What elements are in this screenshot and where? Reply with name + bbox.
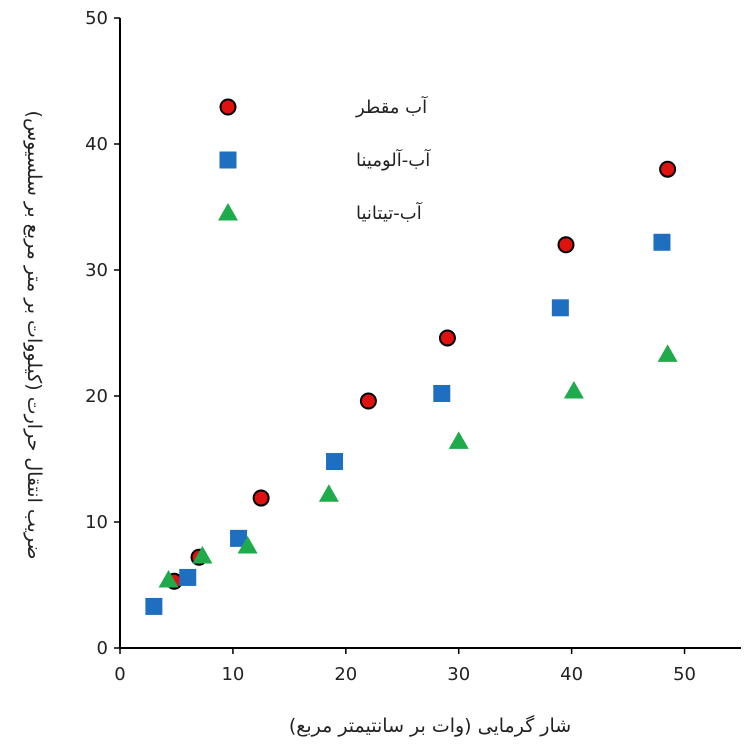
legend-label: آب-تیتانیا [356, 201, 423, 224]
x-tick-label: 50 [673, 664, 696, 685]
y-axis-title: ضریب انتقال حرارت (کیلووات بر متر مربع ب… [23, 111, 45, 560]
data-point [158, 569, 179, 588]
legend-marker [219, 151, 237, 169]
axes [114, 17, 741, 654]
data-point [659, 160, 677, 178]
data-point [179, 568, 197, 586]
legend-marker [218, 203, 238, 221]
legend-item: آب-آلومینا [219, 148, 431, 171]
series-squares [145, 233, 671, 615]
data-point [563, 380, 584, 399]
data-point [192, 546, 213, 564]
y-tick-label: 0 [97, 638, 108, 659]
data-point [230, 529, 248, 547]
x-tick-label: 20 [334, 664, 357, 685]
y-tick-label: 10 [85, 512, 108, 533]
data-marks [145, 160, 678, 615]
x-tick-label: 10 [221, 664, 244, 685]
legend-item: آب مقطر [219, 95, 428, 118]
data-point [433, 384, 451, 402]
data-point [653, 233, 671, 251]
data-point [326, 453, 344, 471]
legend: آب مقطر آب-آلومینا آب-تیتانیا [218, 95, 431, 224]
legend-marker [219, 98, 237, 116]
tick-labels: 0 10 20 30 40 50 0 10 20 30 40 50 [85, 8, 696, 685]
data-point [359, 392, 377, 410]
legend-item: آب-تیتانیا [218, 201, 423, 224]
legend-label: آب-آلومینا [356, 148, 431, 171]
data-point [252, 489, 270, 507]
data-point [438, 329, 456, 347]
data-point [448, 431, 469, 449]
x-tick-label: 0 [114, 664, 125, 685]
data-point [557, 236, 575, 254]
y-tick-label: 30 [85, 260, 108, 281]
data-point [551, 299, 569, 317]
y-tick-label: 40 [85, 134, 108, 155]
data-point [318, 484, 339, 502]
x-tick-label: 30 [447, 664, 470, 685]
y-tick-label: 20 [85, 386, 108, 407]
x-axis-title: شار گرمایی (وات بر سانتیمتر مربع) [289, 714, 571, 737]
y-tick-label: 50 [85, 8, 108, 29]
series-triangles [158, 344, 678, 588]
x-tick-label: 40 [560, 664, 583, 685]
data-point [145, 597, 163, 615]
data-point [237, 535, 258, 554]
legend-label: آب مقطر [355, 95, 428, 118]
data-point [657, 344, 678, 362]
